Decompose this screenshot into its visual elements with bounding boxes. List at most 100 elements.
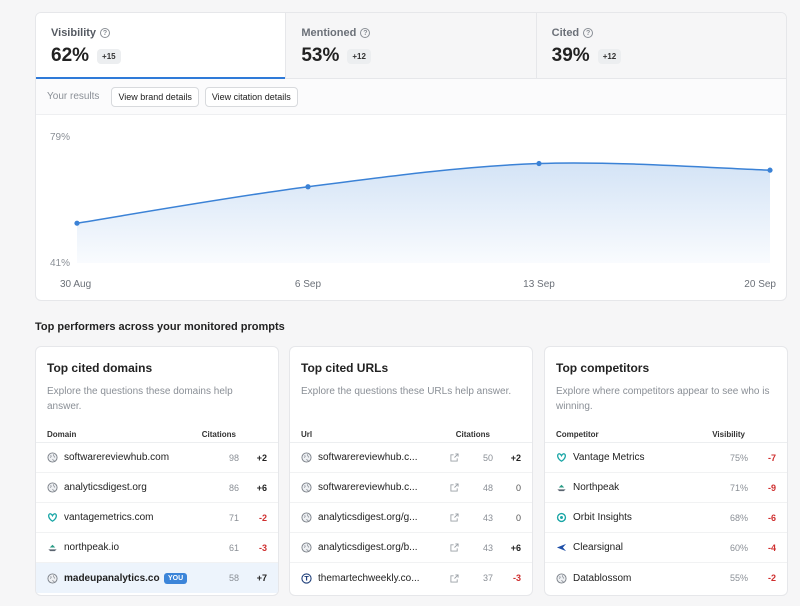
row-value: 71% — [729, 482, 748, 493]
column-header-url: Url — [301, 430, 313, 439]
external-link-icon[interactable] — [450, 573, 459, 583]
y-tick-label: 79% — [50, 132, 70, 143]
help-icon[interactable]: ? — [360, 28, 371, 38]
martech-logo-icon: T — [301, 572, 312, 584]
external-link-icon[interactable] — [450, 543, 459, 552]
visibility-chart: 79% 41% 30 Aug 6 Sep 13 Sep 20 Sep — [36, 115, 786, 300]
domains-table-body: softwarereviewhub.com 98 +2 analyticsdigest… — [36, 443, 278, 593]
urls-table-body: softwarereviewhub.c... 50 +2 softwarereview… — [290, 443, 532, 593]
table-row[interactable]: Orbit Insights 68% -6 — [545, 503, 787, 533]
table-row[interactable]: softwarereviewhub.c... 48 0 — [290, 473, 532, 503]
data-point[interactable] — [305, 184, 311, 190]
row-delta: -6 — [767, 512, 776, 523]
row-delta: -3 — [258, 542, 267, 553]
panel-title: Top cited domains — [47, 361, 153, 375]
row-delta: -2 — [767, 573, 776, 583]
row-value: 43 — [482, 512, 493, 523]
metric-value: 39% — [551, 45, 590, 66]
results-label: Your results — [47, 91, 100, 102]
metric-label: Visibility — [51, 27, 97, 39]
table-row[interactable]: Datablossom 55% -2 — [545, 563, 787, 593]
row-name: Northpeak — [573, 482, 620, 493]
y-tick-label: 41% — [50, 258, 70, 269]
table-row[interactable]: analyticsdigest.org/g... 43 0 — [290, 503, 532, 533]
panel-description: Explore the questions these domains help… — [47, 386, 233, 412]
row-delta: -9 — [767, 482, 776, 493]
metric-value: 62% — [51, 45, 90, 66]
column-header-citations: Citations — [455, 430, 490, 439]
delta-badge: +12 — [347, 48, 371, 64]
table-row[interactable]: analyticsdigest.org 86 +6 — [36, 473, 278, 503]
row-delta: +7 — [256, 573, 267, 583]
x-tick-label: 13 Sep — [523, 279, 555, 290]
help-icon[interactable]: ? — [100, 28, 111, 38]
row-value: 50 — [482, 452, 493, 463]
table-row[interactable]: softwarereviewhub.com 98 +2 — [36, 443, 278, 473]
row-value: 98 — [228, 452, 239, 463]
column-header-competitor: Competitor — [556, 430, 599, 439]
external-link-icon[interactable] — [450, 513, 459, 522]
competitors-table-body: Vantage Metrics 75% -7 Northpeak 71% -9 Orbit … — [545, 443, 787, 593]
row-name: analyticsdigest.org/b... — [318, 542, 418, 553]
tab-cited[interactable]: Cited ? 39% +12 — [536, 13, 786, 78]
view-citation-details-button[interactable]: View citation details — [204, 86, 298, 107]
table-header: Url Citations — [290, 427, 532, 443]
external-link-icon[interactable] — [450, 483, 459, 492]
row-name: softwarereviewhub.c... — [318, 452, 418, 463]
table-row[interactable]: softwarereviewhub.c... 50 +2 — [290, 443, 532, 473]
table-row[interactable]: Northpeak 71% -9 — [545, 473, 787, 503]
row-value: 86 — [228, 482, 239, 493]
view-brand-details-button[interactable]: View brand details — [111, 86, 199, 107]
row-value: 37 — [482, 573, 493, 583]
table-header: Domain Citations — [36, 427, 278, 443]
row-delta: 0 — [515, 512, 521, 523]
globe-icon — [301, 542, 312, 553]
row-delta: -2 — [258, 512, 267, 523]
external-link-icon[interactable] — [450, 453, 459, 462]
table-row[interactable]: analyticsdigest.org/b... 43 +6 — [290, 533, 532, 563]
row-value: 60% — [729, 542, 748, 553]
table-row[interactable]: northpeak.io 61 -3 — [36, 533, 278, 563]
row-value: 68% — [729, 512, 748, 523]
visibility-card: Visibility ? 62% +15 Mentioned ? 53% +12… — [35, 12, 787, 301]
orbit-logo-icon — [556, 512, 567, 523]
panel-description: Explore where competitors appear to see … — [556, 386, 770, 412]
table-row[interactable]: vantagemetrics.com 71 -2 — [36, 503, 278, 533]
globe-icon — [301, 452, 312, 463]
table-row[interactable]: Vantage Metrics 75% -7 — [545, 443, 787, 473]
row-delta: +6 — [510, 542, 521, 553]
data-point[interactable] — [74, 220, 80, 226]
delta-badge: +15 — [97, 48, 121, 64]
table-header: Competitor Visibility — [545, 427, 787, 443]
row-value: 71 — [228, 512, 239, 523]
panel-description: Explore the questions these URLs help an… — [301, 386, 512, 397]
data-point[interactable] — [767, 167, 773, 173]
globe-icon — [47, 482, 58, 493]
delta-badge: +12 — [597, 48, 622, 64]
svg-text:T: T — [304, 574, 309, 582]
tab-mentioned[interactable]: Mentioned ? 53% +12 — [286, 13, 537, 78]
you-badge: YOU — [164, 572, 188, 584]
x-tick-label: 6 Sep — [295, 279, 322, 290]
row-delta: +2 — [256, 452, 267, 463]
row-delta: 0 — [515, 482, 521, 493]
x-tick-label: 30 Aug — [60, 279, 91, 290]
row-value: 48 — [482, 482, 493, 493]
globe-icon — [47, 572, 58, 584]
tab-visibility[interactable]: Visibility ? 62% +15 — [36, 13, 287, 79]
row-delta: +2 — [510, 452, 521, 463]
column-header-visibility: Visibility — [712, 430, 745, 439]
globe-icon — [301, 482, 312, 493]
row-value: 61 — [228, 542, 239, 553]
help-icon[interactable]: ? — [583, 28, 594, 38]
metric-label: Cited — [551, 27, 580, 39]
panel-title: Top competitors — [556, 361, 650, 375]
table-row[interactable]: Clearsignal 60% -4 — [545, 533, 787, 563]
table-row[interactable]: madeupanalytics.com YOU 58 +7 — [36, 563, 278, 593]
x-tick-label: 20 Sep — [744, 279, 776, 290]
column-header-citations: Citations — [201, 430, 236, 439]
data-point[interactable] — [536, 160, 542, 167]
northpeak-logo-icon — [47, 542, 58, 553]
row-value: 75% — [729, 452, 748, 463]
